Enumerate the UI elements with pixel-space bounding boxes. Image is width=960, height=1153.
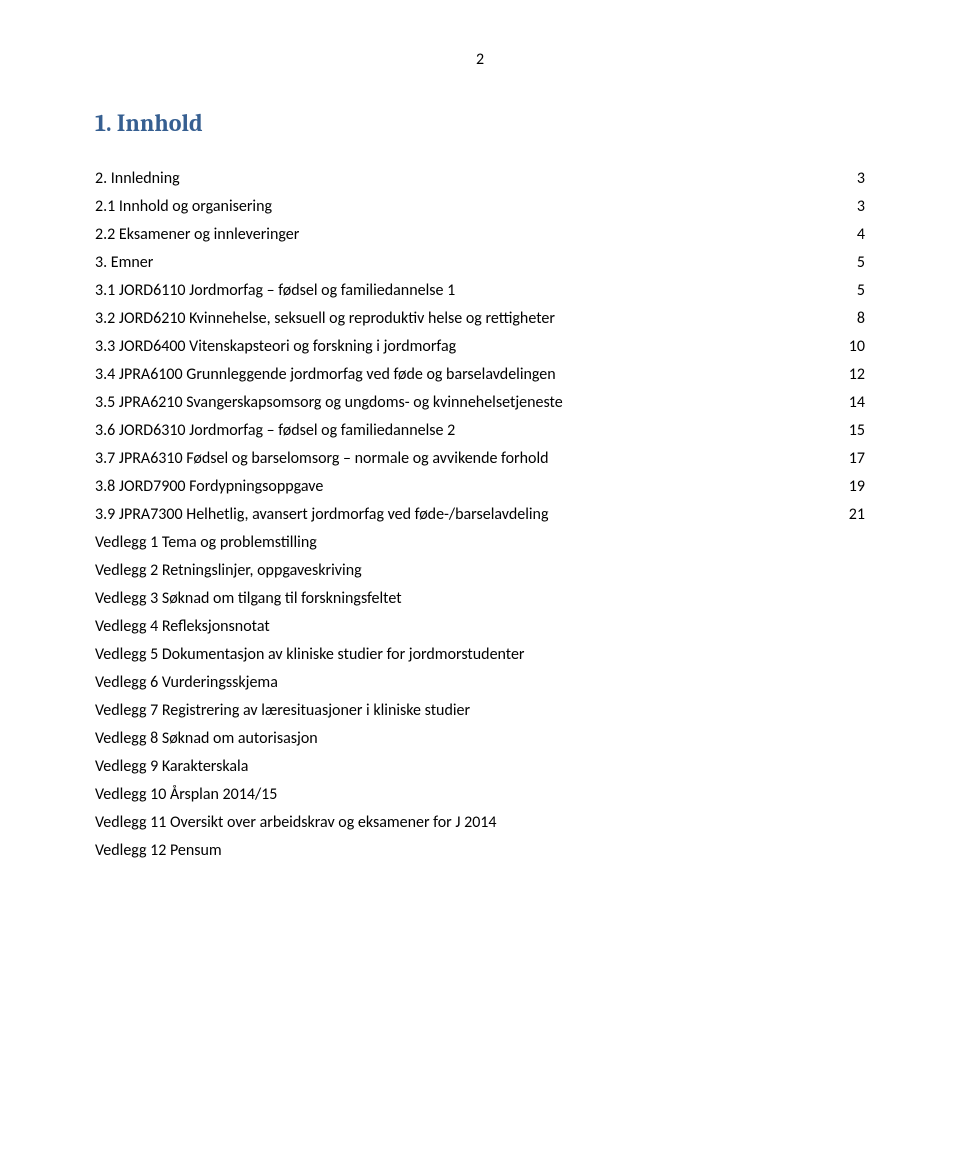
page-number: 2 bbox=[95, 50, 865, 69]
toc-entry-page: 4 bbox=[835, 221, 865, 249]
toc-entry-label: 3.6 JORD6310 Jordmorfag – fødsel og fami… bbox=[95, 417, 835, 445]
toc-entry-label: Vedlegg 7 Registrering av læresituasjone… bbox=[95, 697, 835, 725]
toc-entry-label: Vedlegg 1 Tema og problemstilling bbox=[95, 529, 835, 557]
toc-entry: Vedlegg 10 Årsplan 2014/15 bbox=[95, 781, 865, 809]
toc-entry-page: 5 bbox=[835, 249, 865, 277]
toc-entry-label: Vedlegg 6 Vurderingsskjema bbox=[95, 669, 835, 697]
toc-entry: 3.8 JORD7900 Fordypningsoppgave19 bbox=[95, 473, 865, 501]
toc-entry: Vedlegg 12 Pensum bbox=[95, 837, 865, 865]
toc-entry-label: 3.9 JPRA7300 Helhetlig, avansert jordmor… bbox=[95, 501, 835, 529]
toc-entry-label: 3.2 JORD6210 Kvinnehelse, seksuell og re… bbox=[95, 305, 835, 333]
toc-entry-page: 10 bbox=[835, 333, 865, 361]
toc-entry-page: 5 bbox=[835, 277, 865, 305]
toc-heading: 1. Innhold bbox=[95, 109, 865, 137]
toc-entry: 3.5 JPRA6210 Svangerskapsomsorg og ungdo… bbox=[95, 389, 865, 417]
toc-entry: 3.2 JORD6210 Kvinnehelse, seksuell og re… bbox=[95, 305, 865, 333]
toc-entry-page: 15 bbox=[835, 417, 865, 445]
toc-entry-label: Vedlegg 11 Oversikt over arbeidskrav og … bbox=[95, 809, 835, 837]
toc-entry-label: 3.1 JORD6110 Jordmorfag – fødsel og fami… bbox=[95, 277, 835, 305]
toc-entry: Vedlegg 4 Refleksjonsnotat bbox=[95, 613, 865, 641]
toc-entry: Vedlegg 11 Oversikt over arbeidskrav og … bbox=[95, 809, 865, 837]
toc-entry: Vedlegg 3 Søknad om tilgang til forsknin… bbox=[95, 585, 865, 613]
toc-entry-page: 3 bbox=[835, 193, 865, 221]
toc-entry: Vedlegg 8 Søknad om autorisasjon bbox=[95, 725, 865, 753]
toc-entry: Vedlegg 7 Registrering av læresituasjone… bbox=[95, 697, 865, 725]
toc-entry-page: 8 bbox=[835, 305, 865, 333]
toc-entry-label: 2. Innledning bbox=[95, 165, 835, 193]
toc-entry: 2.2 Eksamener og innleveringer4 bbox=[95, 221, 865, 249]
toc-entry: Vedlegg 6 Vurderingsskjema bbox=[95, 669, 865, 697]
toc-entry-label: 2.1 Innhold og organisering bbox=[95, 193, 835, 221]
toc-entry: 3.6 JORD6310 Jordmorfag – fødsel og fami… bbox=[95, 417, 865, 445]
toc-entry: Vedlegg 2 Retningslinjer, oppgaveskrivin… bbox=[95, 557, 865, 585]
toc-entry-label: Vedlegg 8 Søknad om autorisasjon bbox=[95, 725, 835, 753]
toc-entry-label: 3.5 JPRA6210 Svangerskapsomsorg og ungdo… bbox=[95, 389, 835, 417]
toc-entry-label: 2.2 Eksamener og innleveringer bbox=[95, 221, 835, 249]
toc-entry-label: Vedlegg 3 Søknad om tilgang til forsknin… bbox=[95, 585, 835, 613]
toc-entry-label: Vedlegg 9 Karakterskala bbox=[95, 753, 835, 781]
toc-entry-label: 3.4 JPRA6100 Grunnleggende jordmorfag ve… bbox=[95, 361, 835, 389]
toc-entry-label: Vedlegg 2 Retningslinjer, oppgaveskrivin… bbox=[95, 557, 835, 585]
toc-entry-label: Vedlegg 10 Årsplan 2014/15 bbox=[95, 781, 835, 809]
toc-list: 2. Innledning32.1 Innhold og organiserin… bbox=[95, 165, 865, 865]
toc-entry-page: 17 bbox=[835, 445, 865, 473]
toc-entry-label: Vedlegg 4 Refleksjonsnotat bbox=[95, 613, 835, 641]
toc-entry-label: 3.8 JORD7900 Fordypningsoppgave bbox=[95, 473, 835, 501]
toc-entry: 2.1 Innhold og organisering3 bbox=[95, 193, 865, 221]
toc-entry-page: 21 bbox=[835, 501, 865, 529]
toc-entry: 3.9 JPRA7300 Helhetlig, avansert jordmor… bbox=[95, 501, 865, 529]
toc-entry-label: Vedlegg 12 Pensum bbox=[95, 837, 835, 865]
toc-entry-page: 19 bbox=[835, 473, 865, 501]
toc-entry-label: 3.3 JORD6400 Vitenskapsteori og forsknin… bbox=[95, 333, 835, 361]
toc-entry-label: 3. Emner bbox=[95, 249, 835, 277]
toc-entry: 3.1 JORD6110 Jordmorfag – fødsel og fami… bbox=[95, 277, 865, 305]
toc-entry: Vedlegg 1 Tema og problemstilling bbox=[95, 529, 865, 557]
toc-entry-page: 3 bbox=[835, 165, 865, 193]
toc-entry: 3. Emner5 bbox=[95, 249, 865, 277]
toc-entry-label: Vedlegg 5 Dokumentasjon av kliniske stud… bbox=[95, 641, 835, 669]
toc-entry: 3.3 JORD6400 Vitenskapsteori og forsknin… bbox=[95, 333, 865, 361]
toc-entry-label: 3.7 JPRA6310 Fødsel og barselomsorg – no… bbox=[95, 445, 835, 473]
toc-entry-page: 12 bbox=[835, 361, 865, 389]
toc-entry: 3.4 JPRA6100 Grunnleggende jordmorfag ve… bbox=[95, 361, 865, 389]
toc-entry: 2. Innledning3 bbox=[95, 165, 865, 193]
toc-entry: Vedlegg 5 Dokumentasjon av kliniske stud… bbox=[95, 641, 865, 669]
toc-entry: 3.7 JPRA6310 Fødsel og barselomsorg – no… bbox=[95, 445, 865, 473]
toc-entry: Vedlegg 9 Karakterskala bbox=[95, 753, 865, 781]
toc-entry-page: 14 bbox=[835, 389, 865, 417]
